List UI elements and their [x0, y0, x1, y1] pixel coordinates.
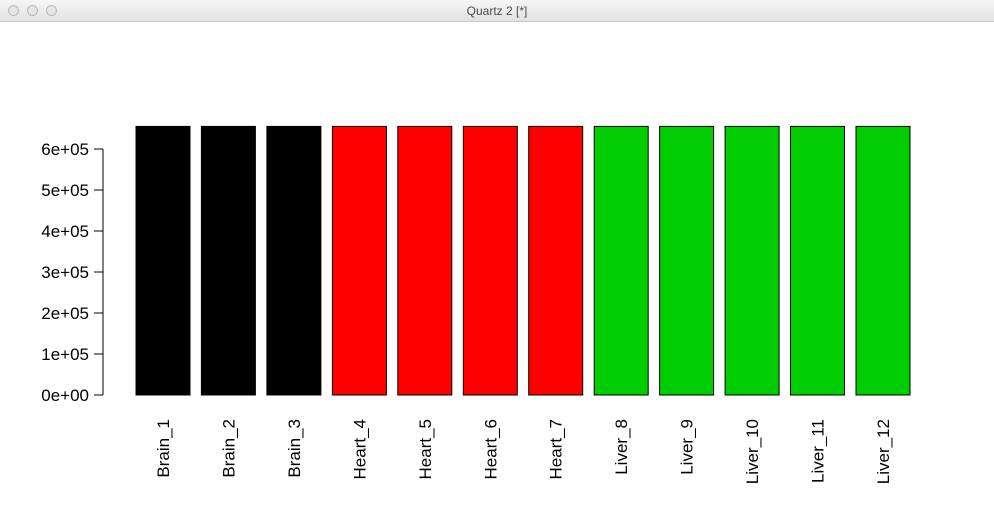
bar-liver-9 — [659, 125, 715, 396]
x-tick-label: Liver_9 — [678, 419, 697, 475]
close-window-button[interactable] — [8, 5, 19, 16]
bar-liver-11 — [790, 125, 845, 396]
bar-liver-12 — [855, 125, 911, 396]
bar-heart-7 — [528, 125, 584, 396]
window-title: Quartz 2 [*] — [466, 4, 528, 18]
bar-liver-8 — [593, 125, 649, 396]
bar-brain-2 — [200, 125, 256, 396]
zoom-window-button[interactable] — [46, 5, 57, 16]
x-tick-label: Heart_7 — [547, 419, 566, 479]
x-axis-labels: Brain_1 Brain_2 Brain_3 Heart_4 Heart_5 Heart… — [154, 419, 893, 484]
bar-brain-1 — [135, 125, 191, 396]
bar-heart-6 — [462, 125, 518, 396]
y-tick-label: 5e+05 — [41, 181, 89, 200]
bars-group — [135, 125, 911, 396]
bar-liver-10 — [724, 125, 780, 396]
x-tick-label: Liver_10 — [743, 419, 762, 484]
bar-heart-5 — [397, 125, 453, 396]
x-tick-label: Heart_5 — [416, 419, 435, 479]
x-tick-label: Liver_11 — [809, 419, 828, 483]
y-tick-label: 3e+05 — [41, 263, 89, 282]
y-tick-label: 2e+05 — [41, 304, 89, 323]
bar-brain-3 — [266, 125, 322, 396]
x-tick-label: Heart_6 — [481, 419, 500, 479]
y-tick-label: 4e+05 — [41, 222, 89, 241]
x-tick-label: Heart_4 — [350, 419, 369, 479]
y-axis: 0e+00 1e+05 2e+05 3e+05 4e+05 5e+05 6e+05 — [41, 140, 104, 405]
window-controls — [8, 5, 57, 16]
x-tick-label: Brain_1 — [154, 419, 173, 478]
y-tick-label: 0e+00 — [41, 386, 89, 405]
minimize-window-button[interactable] — [27, 5, 38, 16]
title-bar: Quartz 2 [*] — [0, 0, 994, 22]
bar-heart-4 — [331, 125, 387, 396]
y-tick-label: 6e+05 — [41, 140, 89, 159]
y-tick-label: 1e+05 — [41, 345, 89, 364]
x-tick-label: Liver_8 — [612, 419, 631, 475]
x-tick-label: Brain_2 — [219, 419, 238, 478]
bar-chart: 0e+00 1e+05 2e+05 3e+05 4e+05 5e+05 6e+05 Brai… — [41, 125, 911, 484]
x-tick-label: Brain_3 — [285, 419, 304, 478]
x-tick-label: Liver_12 — [874, 419, 893, 484]
